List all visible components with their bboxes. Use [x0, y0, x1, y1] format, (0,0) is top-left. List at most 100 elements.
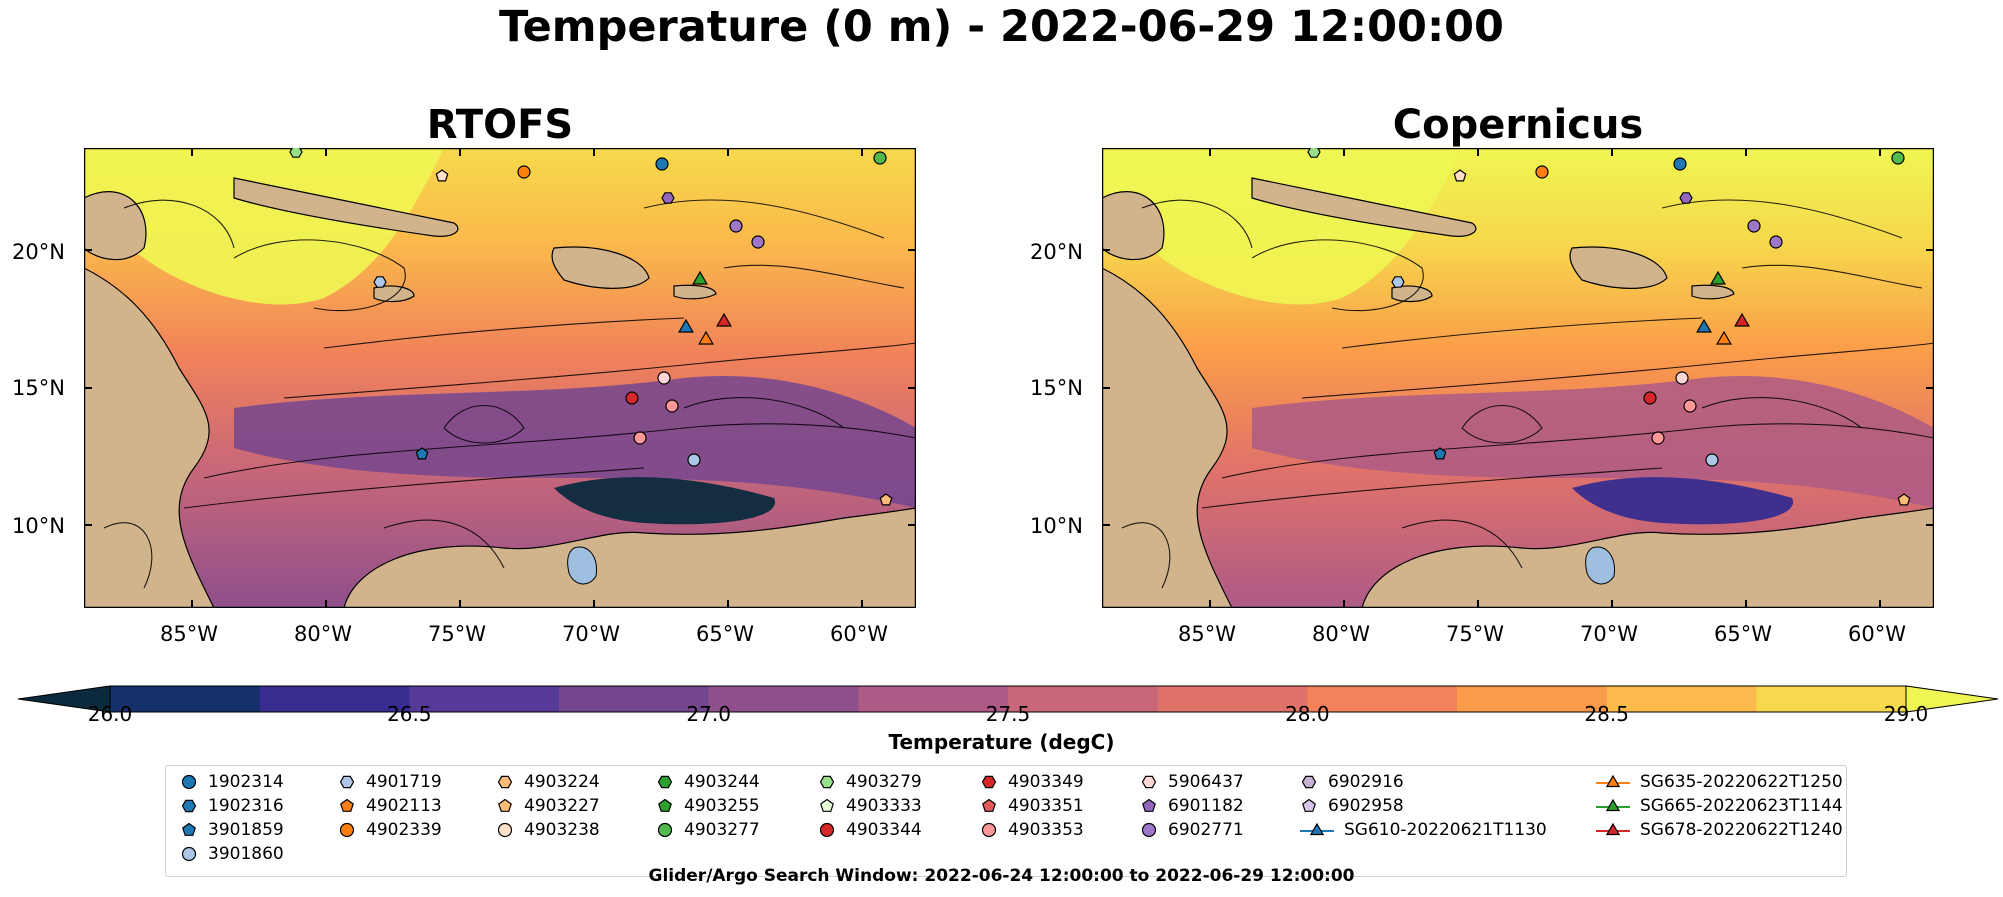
legend-item: 6902771: [1140, 820, 1244, 840]
legend-item: SG635-20220622T1250: [1596, 772, 1843, 792]
colorbar-segment: [858, 686, 1009, 712]
current-streamlines: [1121, 199, 1934, 589]
legend-label: 4903277: [684, 820, 760, 840]
lon-label-75w-left: 75°W: [428, 622, 486, 646]
legend-item: 4903255: [656, 796, 760, 816]
legend-item: 3901860: [180, 844, 284, 864]
colorbar: [18, 685, 1999, 713]
argo-float-marker: [665, 399, 679, 413]
lon-label-85w-right: 85°W: [1178, 622, 1236, 646]
map-ticks: [84, 148, 916, 608]
colorbar-tick-label: 27.5: [985, 702, 1031, 726]
glider-marker: [1716, 330, 1732, 345]
glider-legend-icon: [1300, 822, 1334, 836]
hexagon-marker-icon: [819, 775, 835, 789]
map-copernicus: [1102, 148, 1934, 608]
search-window-caption: Glider/Argo Search Window: 2022-06-24 12…: [648, 866, 1355, 886]
map-content: [84, 148, 916, 608]
lon-label-80w-right: 80°W: [1312, 622, 1370, 646]
argo-float-marker: [1675, 371, 1689, 385]
legend-item: 4903351: [980, 796, 1084, 816]
hexagon-marker-icon: [497, 775, 513, 789]
glider-marker: [692, 270, 708, 285]
colorbar-segment: [1756, 686, 1907, 712]
puerto-rico-land: [673, 284, 717, 300]
hexagon-marker-icon: [339, 775, 355, 789]
argo-float-marker: [1747, 219, 1761, 233]
argo-float-marker: [1673, 157, 1687, 171]
upwelling-patch: [1572, 477, 1794, 525]
lon-label-80w-left: 80°W: [294, 622, 352, 646]
glider-legend-icon: [1596, 774, 1630, 788]
pentagon-marker-icon: [340, 798, 354, 812]
legend-label: SG635-20220622T1250: [1640, 772, 1843, 792]
legend-item: 4902113: [338, 796, 442, 816]
legend-item: 6901182: [1140, 796, 1244, 816]
argo-float-marker: [1535, 165, 1549, 179]
legend-label: 6902916: [1328, 772, 1404, 792]
jamaica-land: [1391, 285, 1433, 303]
lon-label-70w-left: 70°W: [562, 622, 620, 646]
legend-label: 4903353: [1008, 820, 1084, 840]
figure-title: Temperature (0 m) - 2022-06-29 12:00:00: [499, 2, 1504, 52]
legend-item: 4903227: [496, 796, 600, 816]
circle-marker-icon: [819, 822, 835, 838]
warm-water-patch: [84, 148, 444, 305]
legend-item: 4902339: [338, 820, 442, 840]
argo-float-marker: [1453, 169, 1467, 182]
circle-marker-icon: [181, 774, 197, 790]
legend-label: SG610-20220621T1130: [1344, 820, 1547, 840]
hispaniola-land: [551, 246, 650, 289]
argo-float-marker: [1391, 276, 1405, 288]
colorbar-segment: [1157, 686, 1308, 712]
lon-label-60w-left: 60°W: [830, 622, 888, 646]
legend-label: 4903344: [846, 820, 922, 840]
argo-float-marker: [1433, 447, 1447, 460]
hexagon-marker-icon: [657, 775, 673, 789]
legend-item: 4901719: [338, 772, 442, 792]
south-america-land: [1361, 507, 1934, 608]
yucatan-land: [84, 191, 147, 261]
glider-marker: [716, 312, 732, 327]
legend-label: 6902771: [1168, 820, 1244, 840]
hispaniola-land: [1569, 246, 1668, 289]
argo-float-marker: [1891, 151, 1905, 165]
argo-float-marker: [1679, 192, 1693, 204]
panel-title-copernicus: Copernicus: [1392, 102, 1644, 148]
glider-marker: [1696, 318, 1712, 333]
legend-label: 4903351: [1008, 796, 1084, 816]
legend-item: 5906437: [1140, 772, 1244, 792]
legend-label: 1902314: [208, 772, 284, 792]
legend-label: 3901860: [208, 844, 284, 864]
colorbar-outline: [109, 685, 1907, 713]
lat-label-20n-left: 20°N: [12, 240, 65, 264]
argo-float-marker: [1643, 391, 1657, 405]
legend-label: SG665-20220623T1144: [1640, 796, 1843, 816]
legend-label: 3901859: [208, 820, 284, 840]
pentagon-marker-icon: [658, 798, 672, 812]
circle-marker-icon: [497, 822, 513, 838]
colorbar-segment: [1008, 686, 1159, 712]
lat-label-15n-left: 15°N: [12, 376, 65, 400]
glider-legend-icon: [1596, 822, 1630, 836]
argo-float-marker: [657, 371, 671, 385]
panel-title-rtofs: RTOFS: [426, 102, 574, 148]
legend-item: 4903224: [496, 772, 600, 792]
legend-item: 6902916: [1300, 772, 1404, 792]
legend-label: 4903333: [846, 796, 922, 816]
legend-label: 4902339: [366, 820, 442, 840]
argo-float-marker: [879, 493, 893, 506]
legend-label: 4903244: [684, 772, 760, 792]
legend-label: 4903224: [524, 772, 600, 792]
hexagon-marker-icon: [1141, 775, 1157, 789]
argo-float-marker: [873, 151, 887, 165]
legend-label: 1902316: [208, 796, 284, 816]
argo-float-marker: [655, 157, 669, 171]
argo-float-marker: [1769, 235, 1783, 249]
argo-float-marker: [1683, 399, 1697, 413]
legend-item: 4903238: [496, 820, 600, 840]
legend-item: 6902958: [1300, 796, 1404, 816]
colorbar-tick-label: 28.0: [1285, 702, 1330, 726]
argo-float-marker: [1307, 148, 1321, 158]
legend-label: 4902113: [366, 796, 442, 816]
